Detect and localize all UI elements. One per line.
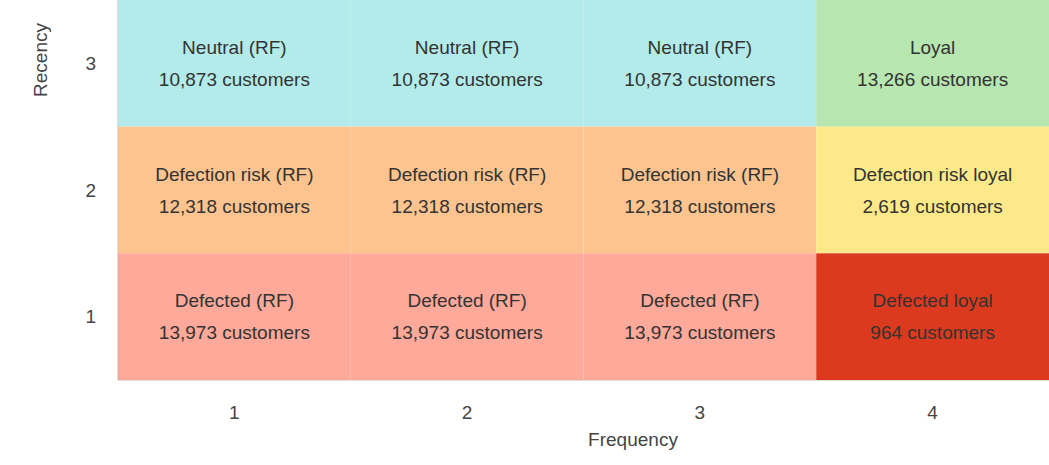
svg-text:12,318 customers: 12,318 customers: [159, 196, 310, 217]
svg-text:10,873 customers: 10,873 customers: [624, 69, 775, 90]
svg-text:2: 2: [85, 180, 96, 201]
svg-text:1: 1: [229, 402, 240, 423]
svg-text:Defected (RF): Defected (RF): [175, 290, 294, 311]
svg-text:Frequency: Frequency: [588, 429, 678, 450]
svg-text:12,318 customers: 12,318 customers: [392, 196, 543, 217]
svg-text:Defected (RF): Defected (RF): [407, 290, 526, 311]
svg-text:Neutral (RF): Neutral (RF): [415, 37, 520, 58]
svg-text:964 customers: 964 customers: [870, 322, 995, 343]
svg-text:1: 1: [85, 306, 96, 327]
svg-text:Loyal: Loyal: [910, 37, 955, 58]
svg-text:13,266 customers: 13,266 customers: [857, 69, 1008, 90]
svg-text:4: 4: [927, 402, 938, 423]
svg-text:13,973 customers: 13,973 customers: [392, 322, 543, 343]
svg-text:Recency: Recency: [30, 23, 51, 97]
svg-text:2: 2: [462, 402, 473, 423]
svg-text:3: 3: [85, 53, 96, 74]
svg-text:2,619 customers: 2,619 customers: [862, 196, 1002, 217]
svg-text:Defection risk loyal: Defection risk loyal: [853, 164, 1012, 185]
svg-text:Defection risk (RF): Defection risk (RF): [621, 164, 779, 185]
svg-text:Defection risk (RF): Defection risk (RF): [388, 164, 546, 185]
svg-text:10,873 customers: 10,873 customers: [159, 69, 310, 90]
svg-text:Defection risk (RF): Defection risk (RF): [155, 164, 313, 185]
svg-text:13,973 customers: 13,973 customers: [159, 322, 310, 343]
svg-text:Neutral (RF): Neutral (RF): [182, 37, 287, 58]
svg-text:12,318 customers: 12,318 customers: [624, 196, 775, 217]
svg-text:Neutral (RF): Neutral (RF): [648, 37, 753, 58]
svg-text:3: 3: [695, 402, 706, 423]
svg-text:13,973 customers: 13,973 customers: [624, 322, 775, 343]
svg-text:Defected (RF): Defected (RF): [640, 290, 759, 311]
svg-text:10,873 customers: 10,873 customers: [392, 69, 543, 90]
svg-text:Defected loyal: Defected loyal: [872, 290, 992, 311]
